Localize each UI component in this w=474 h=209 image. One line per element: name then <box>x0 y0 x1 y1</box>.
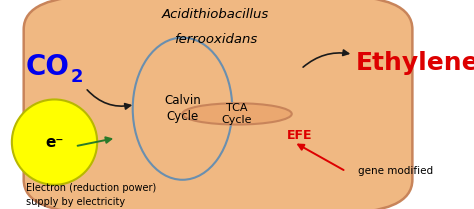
Text: supply by electricity: supply by electricity <box>26 197 125 207</box>
Text: CO: CO <box>26 53 70 81</box>
Text: Acidithiobacillus: Acidithiobacillus <box>162 8 269 21</box>
Ellipse shape <box>182 103 292 125</box>
Text: TCA
Cycle: TCA Cycle <box>222 103 252 125</box>
Ellipse shape <box>133 38 232 180</box>
Text: 2: 2 <box>70 68 82 86</box>
Text: e⁻: e⁻ <box>46 135 64 150</box>
Text: EFE: EFE <box>287 129 312 142</box>
FancyBboxPatch shape <box>24 0 412 209</box>
Text: gene modified: gene modified <box>358 166 433 176</box>
Ellipse shape <box>12 99 97 185</box>
Text: Ethylene: Ethylene <box>356 51 474 75</box>
Text: Electron (reduction power): Electron (reduction power) <box>26 183 156 193</box>
Text: ferrooxidans: ferrooxidans <box>174 33 257 46</box>
Text: Calvin
Cycle: Calvin Cycle <box>164 94 201 123</box>
